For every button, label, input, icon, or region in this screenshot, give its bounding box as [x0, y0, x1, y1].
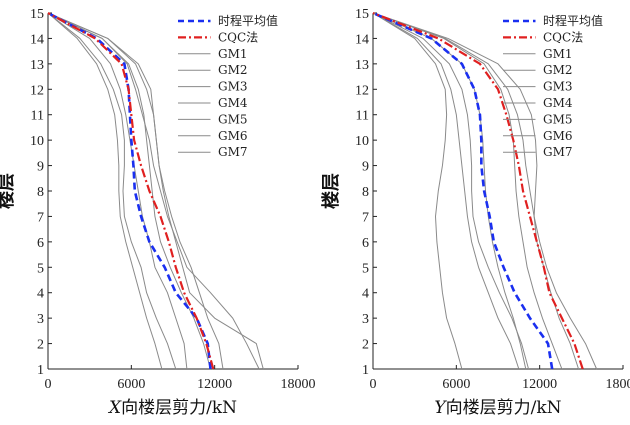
series-line-gm1 — [372, 12, 598, 370]
x-axis-label-text: 向楼层剪力/kN — [446, 398, 562, 418]
y-tick-label: 6 — [362, 236, 369, 251]
y-tick-label: 12 — [355, 83, 369, 98]
y-tick-label: 5 — [362, 261, 369, 276]
y-tick-label: 15 — [30, 7, 44, 22]
legend-label: GM7 — [543, 145, 573, 159]
y-tick-label: 1 — [37, 363, 44, 378]
y-tick-label: 2 — [362, 338, 369, 353]
legend-label: GM4 — [218, 96, 248, 110]
series-line-gm3 — [47, 12, 224, 370]
y-tick-label: 12 — [30, 83, 44, 98]
series-line-gm7 — [47, 12, 163, 370]
x-axis-label-variable: X — [107, 398, 122, 418]
y-axis-label: 楼层 — [0, 173, 17, 209]
series-line-gm2 — [47, 12, 188, 370]
legend-label: GM1 — [543, 47, 573, 61]
series-line-gm6 — [47, 12, 211, 370]
y-tick-label: 2 — [37, 338, 44, 353]
x-tick-label: 18000 — [606, 377, 630, 392]
x-tick-label: 18000 — [281, 377, 316, 392]
legend-label: GM6 — [218, 129, 248, 143]
x-tick-label: 12000 — [197, 377, 232, 392]
y-tick-label: 5 — [37, 261, 44, 276]
series-line-cqc法 — [47, 12, 215, 370]
y-tick-label: 10 — [30, 134, 44, 149]
y-tick-label: 11 — [31, 109, 44, 124]
legend-label: GM5 — [218, 112, 248, 126]
series-line-gm7 — [372, 12, 530, 370]
y-tick-label: 15 — [355, 7, 369, 22]
y-tick-label: 8 — [362, 185, 369, 200]
series-line-gm2 — [372, 12, 520, 370]
series-line-gm3 — [372, 12, 563, 370]
legend-label: 时程平均值 — [543, 13, 603, 28]
x-tick-label: 0 — [45, 377, 52, 392]
series-line-gm6 — [372, 12, 527, 370]
series-line-gm5 — [47, 12, 177, 370]
x-axis-label: Y向楼层剪力/kN — [434, 398, 561, 418]
y-tick-label: 13 — [355, 58, 369, 73]
chart-panel-right: 123456789101112131415060001200018000时程平均… — [320, 7, 630, 418]
y-tick-label: 11 — [356, 109, 369, 124]
y-tick-label: 3 — [37, 312, 44, 327]
y-tick-label: 9 — [37, 160, 44, 175]
legend-label: GM2 — [218, 63, 248, 77]
x-axis-label-text: 向楼层剪力/kN — [121, 398, 237, 418]
legend: 时程平均值 CQC法 GM1 GM2 GM3 GM4 GM5 GM6 GM7 — [503, 13, 603, 159]
legend-label: GM2 — [543, 63, 573, 77]
x-axis-label: X向楼层剪力/kN — [107, 398, 237, 418]
y-tick-label: 7 — [362, 210, 369, 225]
series-line-gm4 — [47, 12, 260, 370]
x-axis-label-variable: Y — [434, 398, 447, 418]
y-tick-label: 8 — [37, 185, 44, 200]
y-tick-label: 13 — [30, 58, 44, 73]
y-tick-label: 4 — [37, 287, 44, 302]
legend-label: GM5 — [543, 112, 573, 126]
y-tick-label: 14 — [30, 32, 44, 47]
legend-label: CQC法 — [543, 30, 583, 44]
y-tick-label: 14 — [355, 32, 369, 47]
legend-label: GM3 — [218, 80, 248, 94]
series-line-时程平均值 — [372, 11, 554, 370]
y-tick-label: 7 — [37, 210, 44, 225]
x-tick-label: 6000 — [442, 377, 470, 392]
series-line-cqc法 — [372, 11, 584, 370]
x-tick-label: 12000 — [522, 377, 557, 392]
x-tick-label: 0 — [370, 377, 377, 392]
legend-label: GM1 — [218, 47, 248, 61]
legend-label: GM7 — [218, 145, 248, 159]
series-line-gm4 — [372, 12, 580, 370]
y-tick-label: 3 — [362, 312, 369, 327]
y-tick-label: 10 — [355, 134, 369, 149]
y-tick-label: 1 — [362, 363, 369, 378]
legend-label: 时程平均值 — [218, 13, 278, 28]
series-line-gm1 — [47, 12, 264, 370]
series-line-gm5 — [372, 12, 463, 370]
legend: 时程平均值 CQC法 GM1 GM2 GM3 GM4 GM5 GM6 GM7 — [178, 13, 278, 159]
y-tick-label: 4 — [362, 287, 369, 302]
y-tick-label: 6 — [37, 236, 44, 251]
legend-label: GM6 — [543, 129, 573, 143]
legend-label: CQC法 — [218, 30, 258, 44]
legend-label: GM3 — [543, 80, 573, 94]
x-tick-label: 6000 — [117, 377, 145, 392]
y-tick-label: 9 — [362, 160, 369, 175]
y-axis-label: 楼层 — [320, 173, 342, 209]
legend-label: GM4 — [543, 96, 573, 110]
